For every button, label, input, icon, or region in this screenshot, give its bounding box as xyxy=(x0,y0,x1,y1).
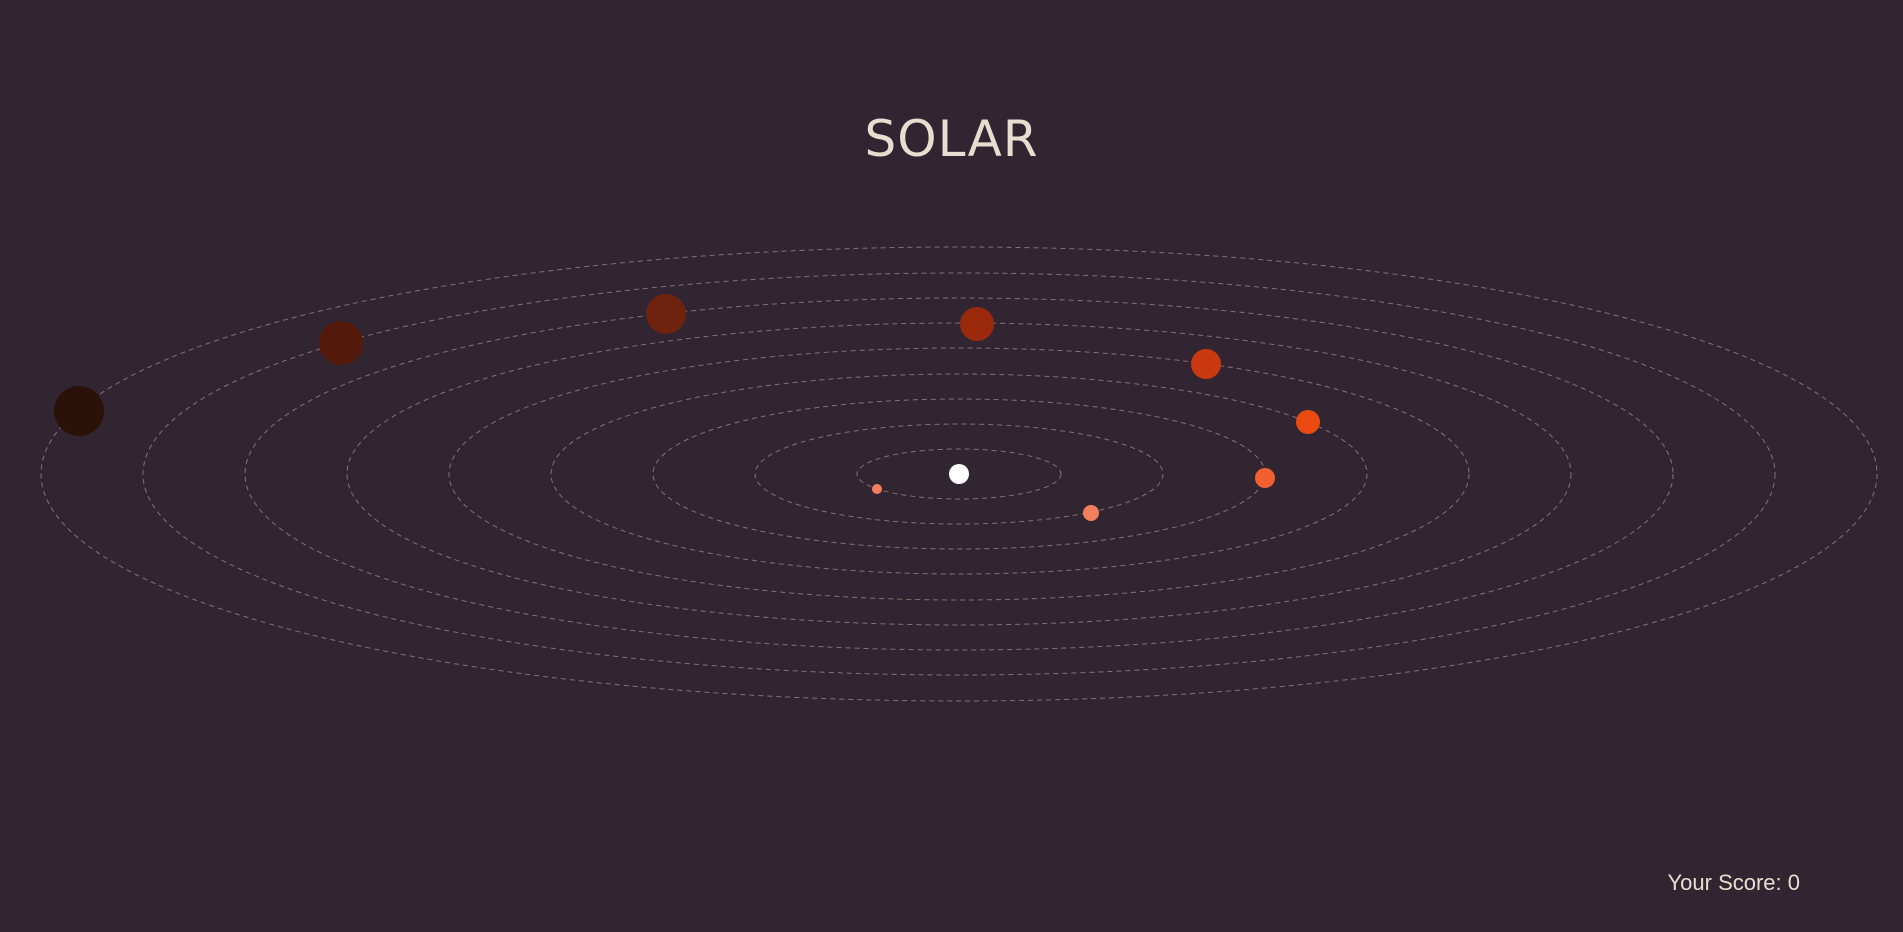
orbit-ring-4 xyxy=(550,373,1368,575)
orbit-ring-7 xyxy=(244,297,1674,651)
sun[interactable] xyxy=(949,464,969,484)
planet-4[interactable] xyxy=(1296,410,1320,434)
orbit-ring-9 xyxy=(40,246,1878,702)
game-title: SOLAR xyxy=(864,110,1039,168)
orbit-ring-1 xyxy=(856,448,1062,500)
orbit-ring-8 xyxy=(142,272,1776,676)
planet-2[interactable] xyxy=(1083,505,1099,521)
orbit-ring-6 xyxy=(346,322,1572,626)
orbit-ring-2 xyxy=(754,423,1164,525)
planet-7[interactable] xyxy=(646,294,686,334)
planet-1[interactable] xyxy=(872,484,882,494)
planet-8[interactable] xyxy=(319,321,363,365)
planet-3[interactable] xyxy=(1255,468,1275,488)
planet-9[interactable] xyxy=(54,386,104,436)
planet-6[interactable] xyxy=(960,307,994,341)
orbit-ring-5 xyxy=(448,347,1470,601)
planet-5[interactable] xyxy=(1191,349,1221,379)
score-display: Your Score: 0 xyxy=(1667,870,1801,895)
bodies xyxy=(54,294,1320,521)
